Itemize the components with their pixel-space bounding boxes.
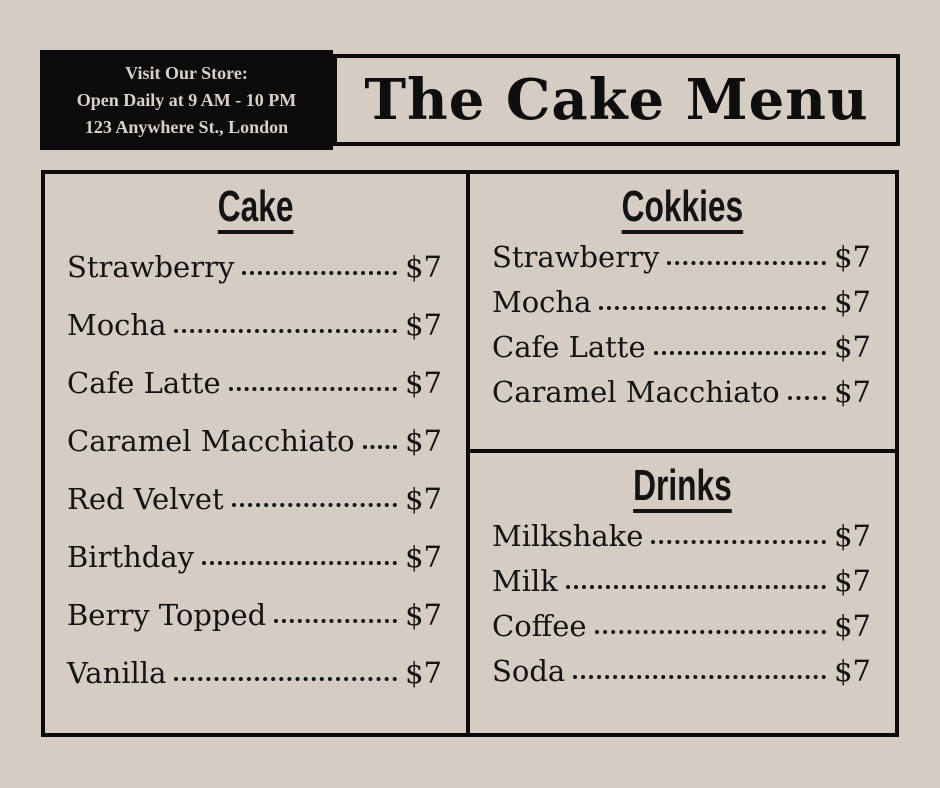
right-column: Cokkies Strawberry $7 Mocha $7 Cafe Latt… xyxy=(470,170,899,737)
menu-item: Coffee $7 xyxy=(492,609,871,654)
section-cake-title: Cake xyxy=(45,182,466,232)
menu-item: Berry Topped $7 xyxy=(67,598,442,656)
menu-item: Mocha $7 xyxy=(67,308,442,366)
section-cake: Cake Strawberry $7 Mocha $7 Cafe Latte $… xyxy=(41,170,470,737)
menu-item: Red Velvet $7 xyxy=(67,482,442,540)
menu-item: Caramel Macchiato $7 xyxy=(67,424,442,482)
menu-item-name: Milk xyxy=(492,564,558,598)
menu-item-price: $7 xyxy=(834,564,871,598)
menu-item: Mocha $7 xyxy=(492,285,871,330)
cake-item-list: Strawberry $7 Mocha $7 Cafe Latte $7 Car… xyxy=(45,250,466,714)
dot-leader xyxy=(242,271,398,275)
menu-item-name: Strawberry xyxy=(67,250,235,284)
menu-item-name: Cafe Latte xyxy=(67,366,221,400)
menu-item: Milkshake $7 xyxy=(492,519,871,564)
dot-leader xyxy=(565,585,827,589)
menu-item: Strawberry $7 xyxy=(67,250,442,308)
menu-item-name: Caramel Macchiato xyxy=(67,424,355,458)
dot-leader xyxy=(362,445,398,449)
menu-item-name: Berry Topped xyxy=(67,598,267,632)
menu-item-name: Coffee xyxy=(492,609,587,643)
section-drinks: Drinks Milkshake $7 Milk $7 Coffee xyxy=(470,453,899,737)
dot-leader xyxy=(274,619,398,623)
menu-item: Birthday $7 xyxy=(67,540,442,598)
menu-item: Cafe Latte $7 xyxy=(492,330,871,375)
menu-item: Vanilla $7 xyxy=(67,656,442,714)
dot-leader xyxy=(651,540,827,544)
menu-item: Caramel Macchiato $7 xyxy=(492,375,871,420)
dot-leader xyxy=(787,396,827,400)
section-cokkies: Cokkies Strawberry $7 Mocha $7 Cafe Latt… xyxy=(470,170,899,453)
store-info-line-3: 123 Anywhere St., London xyxy=(84,116,289,137)
menu-item-price: $7 xyxy=(405,366,442,400)
section-title-text: Cake xyxy=(217,182,294,231)
menu-item-name: Milkshake xyxy=(492,519,644,553)
menu-item-name: Soda xyxy=(492,654,566,688)
menu-item: Strawberry $7 xyxy=(492,240,871,285)
menu-item-name: Strawberry xyxy=(492,240,660,274)
dot-leader xyxy=(202,561,398,565)
dot-leader xyxy=(599,306,827,310)
drinks-item-list: Milkshake $7 Milk $7 Coffee $7 xyxy=(470,519,895,699)
menu-item-price: $7 xyxy=(405,308,442,342)
section-title-text: Drinks xyxy=(633,461,732,510)
menu-item-price: $7 xyxy=(405,250,442,284)
menu-item-name: Red Velvet xyxy=(67,482,224,516)
menu-item-price: $7 xyxy=(834,375,871,409)
store-info-line-1: Visit Our Store: xyxy=(125,62,248,83)
menu-item-name: Birthday xyxy=(67,540,195,574)
menu-item-name: Mocha xyxy=(492,285,592,319)
store-info-box: Visit Our Store: Open Daily at 9 AM - 10… xyxy=(40,50,333,150)
menu-item-price: $7 xyxy=(405,656,442,690)
menu-item-price: $7 xyxy=(834,609,871,643)
menu-item: Cafe Latte $7 xyxy=(67,366,442,424)
menu-item-name: Cafe Latte xyxy=(492,330,646,364)
dot-leader xyxy=(174,329,398,333)
menu-item: Soda $7 xyxy=(492,654,871,699)
menu-item-name: Vanilla xyxy=(67,656,167,690)
menu-item-price: $7 xyxy=(834,330,871,364)
section-cokkies-title: Cokkies xyxy=(470,182,895,232)
menu-item-price: $7 xyxy=(834,285,871,319)
menu-grid: Cake Strawberry $7 Mocha $7 Cafe Latte $… xyxy=(41,170,899,737)
dot-leader xyxy=(231,503,398,507)
dot-leader xyxy=(594,630,827,634)
dot-leader xyxy=(573,675,827,679)
section-drinks-title: Drinks xyxy=(470,461,895,511)
cokkies-item-list: Strawberry $7 Mocha $7 Cafe Latte $7 xyxy=(470,240,895,420)
menu-item-price: $7 xyxy=(405,540,442,574)
dot-leader xyxy=(667,261,827,265)
menu-item-price: $7 xyxy=(834,240,871,274)
dot-leader xyxy=(228,387,398,391)
section-title-text: Cokkies xyxy=(621,182,744,231)
dot-leader xyxy=(653,351,827,355)
dot-leader xyxy=(174,677,398,681)
page-title: The Cake Menu xyxy=(364,67,869,133)
menu-item-name: Caramel Macchiato xyxy=(492,375,780,409)
menu-item-price: $7 xyxy=(405,424,442,458)
menu-item: Milk $7 xyxy=(492,564,871,609)
menu-item-price: $7 xyxy=(834,654,871,688)
menu-item-price: $7 xyxy=(405,482,442,516)
store-info-line-2: Open Daily at 9 AM - 10 PM xyxy=(76,89,297,110)
menu-item-price: $7 xyxy=(405,598,442,632)
header: Visit Our Store: Open Daily at 9 AM - 10… xyxy=(40,50,900,150)
menu-item-price: $7 xyxy=(834,519,871,553)
menu-item-name: Mocha xyxy=(67,308,167,342)
title-box: The Cake Menu xyxy=(333,54,900,146)
